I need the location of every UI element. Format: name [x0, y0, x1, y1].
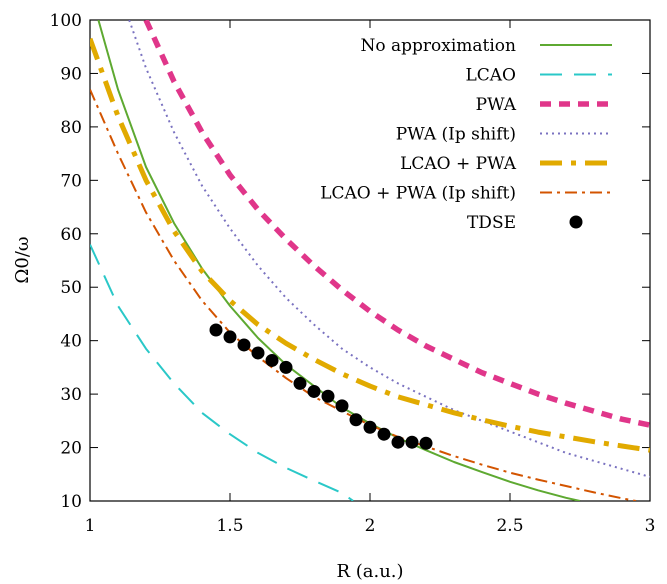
legend-label-pwa-ip-shift: PWA (Ip shift) — [396, 125, 516, 145]
tdse-point — [321, 389, 335, 403]
tdse-point — [209, 323, 223, 337]
y-tick-label: 70 — [60, 171, 82, 191]
y-tick-label: 40 — [60, 332, 82, 352]
tdse-point — [377, 427, 391, 441]
series-line-lcao — [90, 244, 354, 501]
tdse-point — [363, 420, 377, 434]
series-line-lcao-pwa — [90, 37, 650, 453]
series-line-pwa-ip-shift — [128, 20, 650, 478]
x-tick-label: 3 — [645, 516, 656, 536]
y-tick-label: 60 — [60, 225, 82, 245]
y-tick-label: 20 — [60, 439, 82, 459]
tdse-point — [307, 384, 321, 398]
series-line-lcao-pwa-ip-shift — [90, 89, 637, 501]
axis-ticks: 1 1.5 2 2.5 3 10 20 30 40 50 60 70 80 90 100 — [50, 11, 656, 536]
legend-label-pwa: PWA — [476, 95, 517, 115]
legend-label-tdse: TDSE — [467, 213, 516, 233]
x-tick-label: 2.5 — [496, 516, 523, 536]
legend-label-lcao-pwa-ip-shift: LCAO + PWA (Ip shift) — [320, 184, 516, 204]
series-line-no-approximation — [97, 20, 581, 501]
y-axis-label: Ω0/ω — [12, 236, 33, 283]
tdse-point — [237, 338, 251, 352]
legend: No approximation LCAO PWA PWA (Ip shift) LCA… — [320, 36, 612, 233]
y-tick-label: 80 — [60, 118, 82, 138]
tdse-point — [223, 330, 237, 344]
tdse-point — [349, 413, 363, 427]
tdse-point — [265, 353, 279, 367]
x-axis-label: R (a.u.) — [336, 561, 403, 582]
legend-label-no-approximation: No approximation — [360, 36, 516, 56]
tdse-point — [335, 399, 349, 413]
x-tick-label: 1 — [85, 516, 96, 536]
tdse-point — [391, 435, 405, 449]
tdse-point — [251, 346, 265, 360]
tdse-point — [419, 436, 433, 450]
y-tick-label: 30 — [60, 385, 82, 405]
tdse-point — [279, 360, 293, 374]
legend-label-lcao-pwa: LCAO + PWA — [400, 154, 517, 174]
series-line-pwa — [143, 20, 650, 428]
tdse-point — [293, 376, 307, 390]
series-layer — [90, 20, 650, 501]
legend-label-lcao: LCAO — [465, 66, 516, 86]
y-tick-label: 100 — [50, 11, 82, 31]
y-tick-label: 10 — [60, 492, 82, 512]
x-tick-label: 2 — [365, 516, 376, 536]
x-tick-label: 1.5 — [216, 516, 243, 536]
y-tick-label: 50 — [60, 278, 82, 298]
y-tick-label: 90 — [60, 64, 82, 84]
tdse-point — [405, 435, 419, 449]
legend-swatch-tdse — [569, 215, 583, 229]
